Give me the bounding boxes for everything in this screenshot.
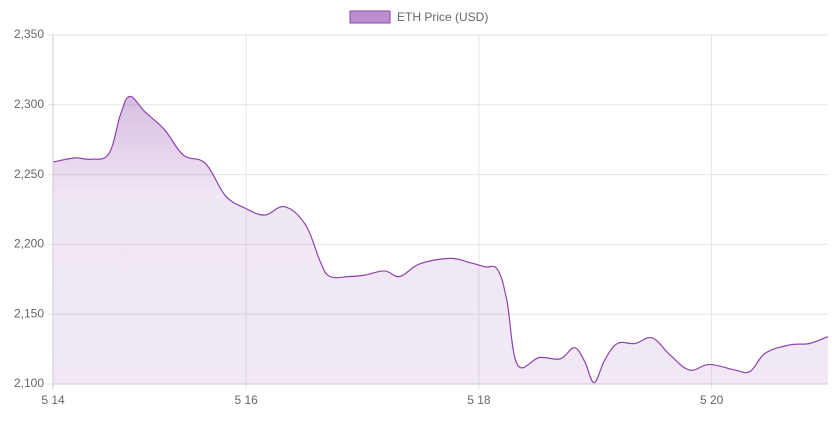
x-tick-label: 5 20 <box>700 393 724 407</box>
x-tick-label: 5 16 <box>234 393 258 407</box>
y-tick-label: 2,100 <box>14 376 44 390</box>
y-tick-label: 2,350 <box>14 27 44 41</box>
y-tick-label: 2,200 <box>14 237 44 251</box>
area-fill <box>53 96 828 384</box>
y-tick-label: 2,300 <box>14 97 44 111</box>
y-tick-label: 2,150 <box>14 306 44 320</box>
y-tick-label: 2,250 <box>14 167 44 181</box>
price-line <box>52 95 829 384</box>
x-tick-label: 5 14 <box>41 393 65 407</box>
legend-label: ETH Price (USD) <box>397 10 488 24</box>
legend-swatch <box>349 10 391 24</box>
x-tick-label: 5 18 <box>467 393 491 407</box>
